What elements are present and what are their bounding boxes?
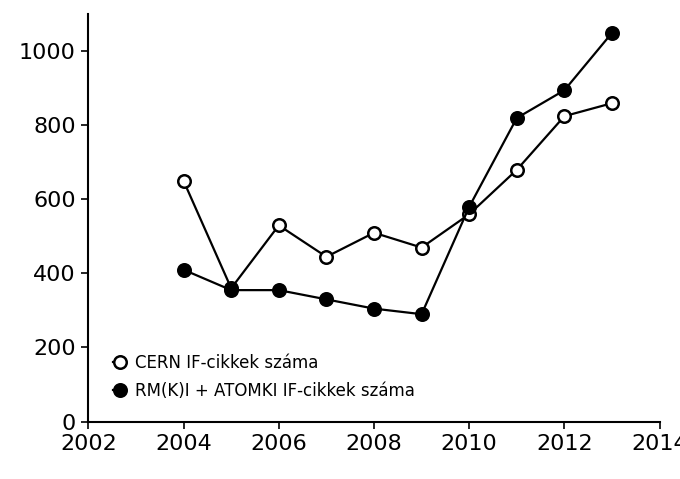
RM(K)I + ATOMKI IF-cikkek száma: [180, 267, 188, 273]
RM(K)I + ATOMKI IF-cikkek száma: [418, 311, 426, 317]
RM(K)I + ATOMKI IF-cikkek száma: [275, 287, 283, 293]
CERN IF-cikkek száma: [180, 178, 188, 184]
RM(K)I + ATOMKI IF-cikkek száma: [322, 297, 330, 302]
CERN IF-cikkek száma: [608, 100, 616, 106]
Line: CERN IF-cikkek száma: CERN IF-cikkek száma: [177, 97, 618, 295]
CERN IF-cikkek száma: [560, 114, 568, 119]
Legend: CERN IF-cikkek száma, RM(K)I + ATOMKI IF-cikkek száma: CERN IF-cikkek száma, RM(K)I + ATOMKI IF…: [108, 349, 420, 405]
CERN IF-cikkek száma: [465, 211, 473, 217]
CERN IF-cikkek száma: [513, 167, 521, 173]
RM(K)I + ATOMKI IF-cikkek száma: [608, 30, 616, 36]
CERN IF-cikkek száma: [275, 222, 283, 228]
RM(K)I + ATOMKI IF-cikkek száma: [465, 204, 473, 210]
CERN IF-cikkek száma: [322, 254, 330, 260]
Line: RM(K)I + ATOMKI IF-cikkek száma: RM(K)I + ATOMKI IF-cikkek száma: [177, 27, 618, 320]
RM(K)I + ATOMKI IF-cikkek száma: [560, 87, 568, 93]
CERN IF-cikkek száma: [227, 285, 235, 291]
CERN IF-cikkek száma: [418, 245, 426, 251]
RM(K)I + ATOMKI IF-cikkek száma: [370, 306, 378, 311]
RM(K)I + ATOMKI IF-cikkek száma: [227, 287, 235, 293]
CERN IF-cikkek száma: [370, 230, 378, 236]
RM(K)I + ATOMKI IF-cikkek száma: [513, 115, 521, 121]
